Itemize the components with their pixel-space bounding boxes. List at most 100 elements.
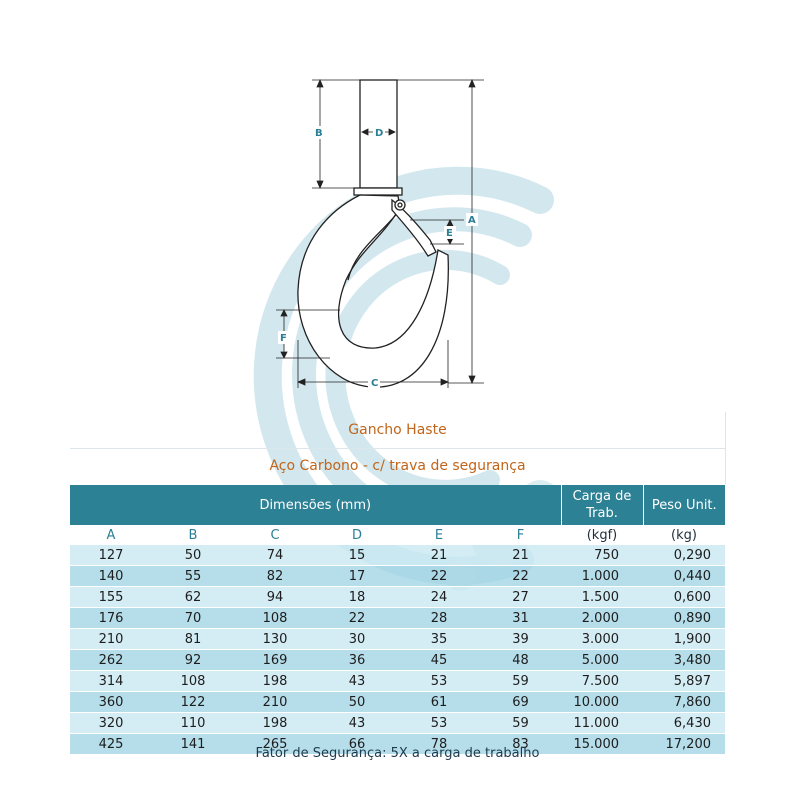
table-cell: 169	[234, 649, 316, 671]
table-cell: 198	[234, 670, 316, 692]
table-cell: 6,430	[643, 712, 725, 734]
table-cell: 15.000	[561, 733, 643, 755]
column-header-f: F	[480, 525, 561, 545]
table-cell: 140	[70, 565, 152, 587]
dim-label-c: C	[371, 378, 378, 389]
table-cell: 262	[70, 649, 152, 671]
frame-line	[725, 452, 726, 485]
table-cell: 1.000	[561, 565, 643, 587]
divider	[70, 448, 725, 449]
column-header-a: A	[70, 525, 152, 545]
table-cell: 3.000	[561, 628, 643, 650]
table-cell: 66	[316, 733, 398, 755]
table-cell: 130	[234, 628, 316, 650]
dim-label-e: E	[446, 228, 453, 239]
table-cell: 320	[70, 712, 152, 734]
column-header-d: D	[316, 525, 398, 545]
table-cell: 2.000	[561, 607, 643, 629]
table-cell: 141	[152, 733, 234, 755]
dim-label-d: D	[375, 128, 383, 139]
table-row: 210 81 130 30 35 39 3.000 1,900	[70, 628, 725, 650]
table-cell: 24	[398, 586, 480, 608]
table-cell: 21	[480, 545, 561, 566]
table-cell: 176	[70, 607, 152, 629]
table-cell: 122	[152, 691, 234, 713]
table-row: 314 108 198 43 53 59 7.500 5,897	[70, 670, 725, 692]
table-cell: 265	[234, 733, 316, 755]
table-cell: 17	[316, 565, 398, 587]
table-cell: 59	[480, 712, 561, 734]
column-header-e: E	[398, 525, 480, 545]
table-cell: 30	[316, 628, 398, 650]
product-subtitle: Aço Carbono - c/ trava de segurança	[269, 458, 526, 474]
table-cell: 360	[70, 691, 152, 713]
table-cell: 0,440	[643, 565, 725, 587]
table-cell: 314	[70, 670, 152, 692]
table-row: 155 62 94 18 24 27 1.500 0,600	[70, 586, 725, 608]
table-cell: 18	[316, 586, 398, 608]
table-cell: 74	[234, 545, 316, 566]
table-cell: 750	[561, 545, 643, 566]
table-cell: 11.000	[561, 712, 643, 734]
table-cell: 55	[152, 565, 234, 587]
column-header-c: C	[234, 525, 316, 545]
load-header: Carga de Trab.	[561, 485, 644, 525]
table-cell: 35	[398, 628, 480, 650]
table-cell: 27	[480, 586, 561, 608]
table-cell: 0,890	[643, 607, 725, 629]
specs-table-body: 127 50 74 15 21 21 750 0,290 140 55 82 17 22 22 1.000 0…	[70, 545, 725, 755]
table-cell: 50	[152, 545, 234, 566]
table-row: 140 55 82 17 22 22 1.000 0,440	[70, 565, 725, 587]
table-cell: 5.000	[561, 649, 643, 671]
table-cell: 7,860	[643, 691, 725, 713]
product-title: Gancho Haste	[348, 422, 447, 438]
table-cell: 70	[152, 607, 234, 629]
table-row: 360 122 210 50 61 69 10.000 7,860	[70, 691, 725, 713]
table-cell: 198	[234, 712, 316, 734]
safety-factor-note: Fator de Segurança: 5X a carga de trabal…	[255, 746, 540, 761]
table-cell: 59	[480, 670, 561, 692]
weight-unit: (kg)	[643, 525, 725, 545]
table-cell: 82	[234, 565, 316, 587]
table-cell: 21	[398, 545, 480, 566]
table-cell: 5,897	[643, 670, 725, 692]
table-row: 176 70 108 22 28 31 2.000 0,890	[70, 607, 725, 629]
table-cell: 94	[234, 586, 316, 608]
table-cell: 210	[70, 628, 152, 650]
frame-line	[725, 412, 726, 452]
table-cell: 108	[152, 670, 234, 692]
table-cell: 3,480	[643, 649, 725, 671]
table-cell: 53	[398, 670, 480, 692]
table-cell: 39	[480, 628, 561, 650]
table-cell: 81	[152, 628, 234, 650]
table-cell: 43	[316, 670, 398, 692]
table-cell: 7.500	[561, 670, 643, 692]
table-cell: 31	[480, 607, 561, 629]
table-cell: 108	[234, 607, 316, 629]
load-unit: (kgf)	[561, 525, 643, 545]
table-cell: 50	[316, 691, 398, 713]
table-cell: 92	[152, 649, 234, 671]
weight-header: Peso Unit.	[643, 485, 725, 525]
table-cell: 61	[398, 691, 480, 713]
table-cell: 28	[398, 607, 480, 629]
table-cell: 48	[480, 649, 561, 671]
column-header-b: B	[152, 525, 234, 545]
table-cell: 83	[480, 733, 561, 755]
table-cell: 43	[316, 712, 398, 734]
table-cell: 127	[70, 545, 152, 566]
table-cell: 110	[152, 712, 234, 734]
table-row: 425 141 265 66 78 83 15.000 17,200	[70, 733, 725, 755]
table-cell: 22	[398, 565, 480, 587]
table-cell: 22	[480, 565, 561, 587]
table-cell: 17,200	[643, 733, 725, 755]
table-cell: 0,600	[643, 586, 725, 608]
table-cell: 1.500	[561, 586, 643, 608]
table-cell: 45	[398, 649, 480, 671]
table-cell: 155	[70, 586, 152, 608]
dim-label-a: A	[468, 215, 476, 226]
table-row: 320 110 198 43 53 59 11.000 6,430	[70, 712, 725, 734]
table-cell: 0,290	[643, 545, 725, 566]
table-cell: 53	[398, 712, 480, 734]
